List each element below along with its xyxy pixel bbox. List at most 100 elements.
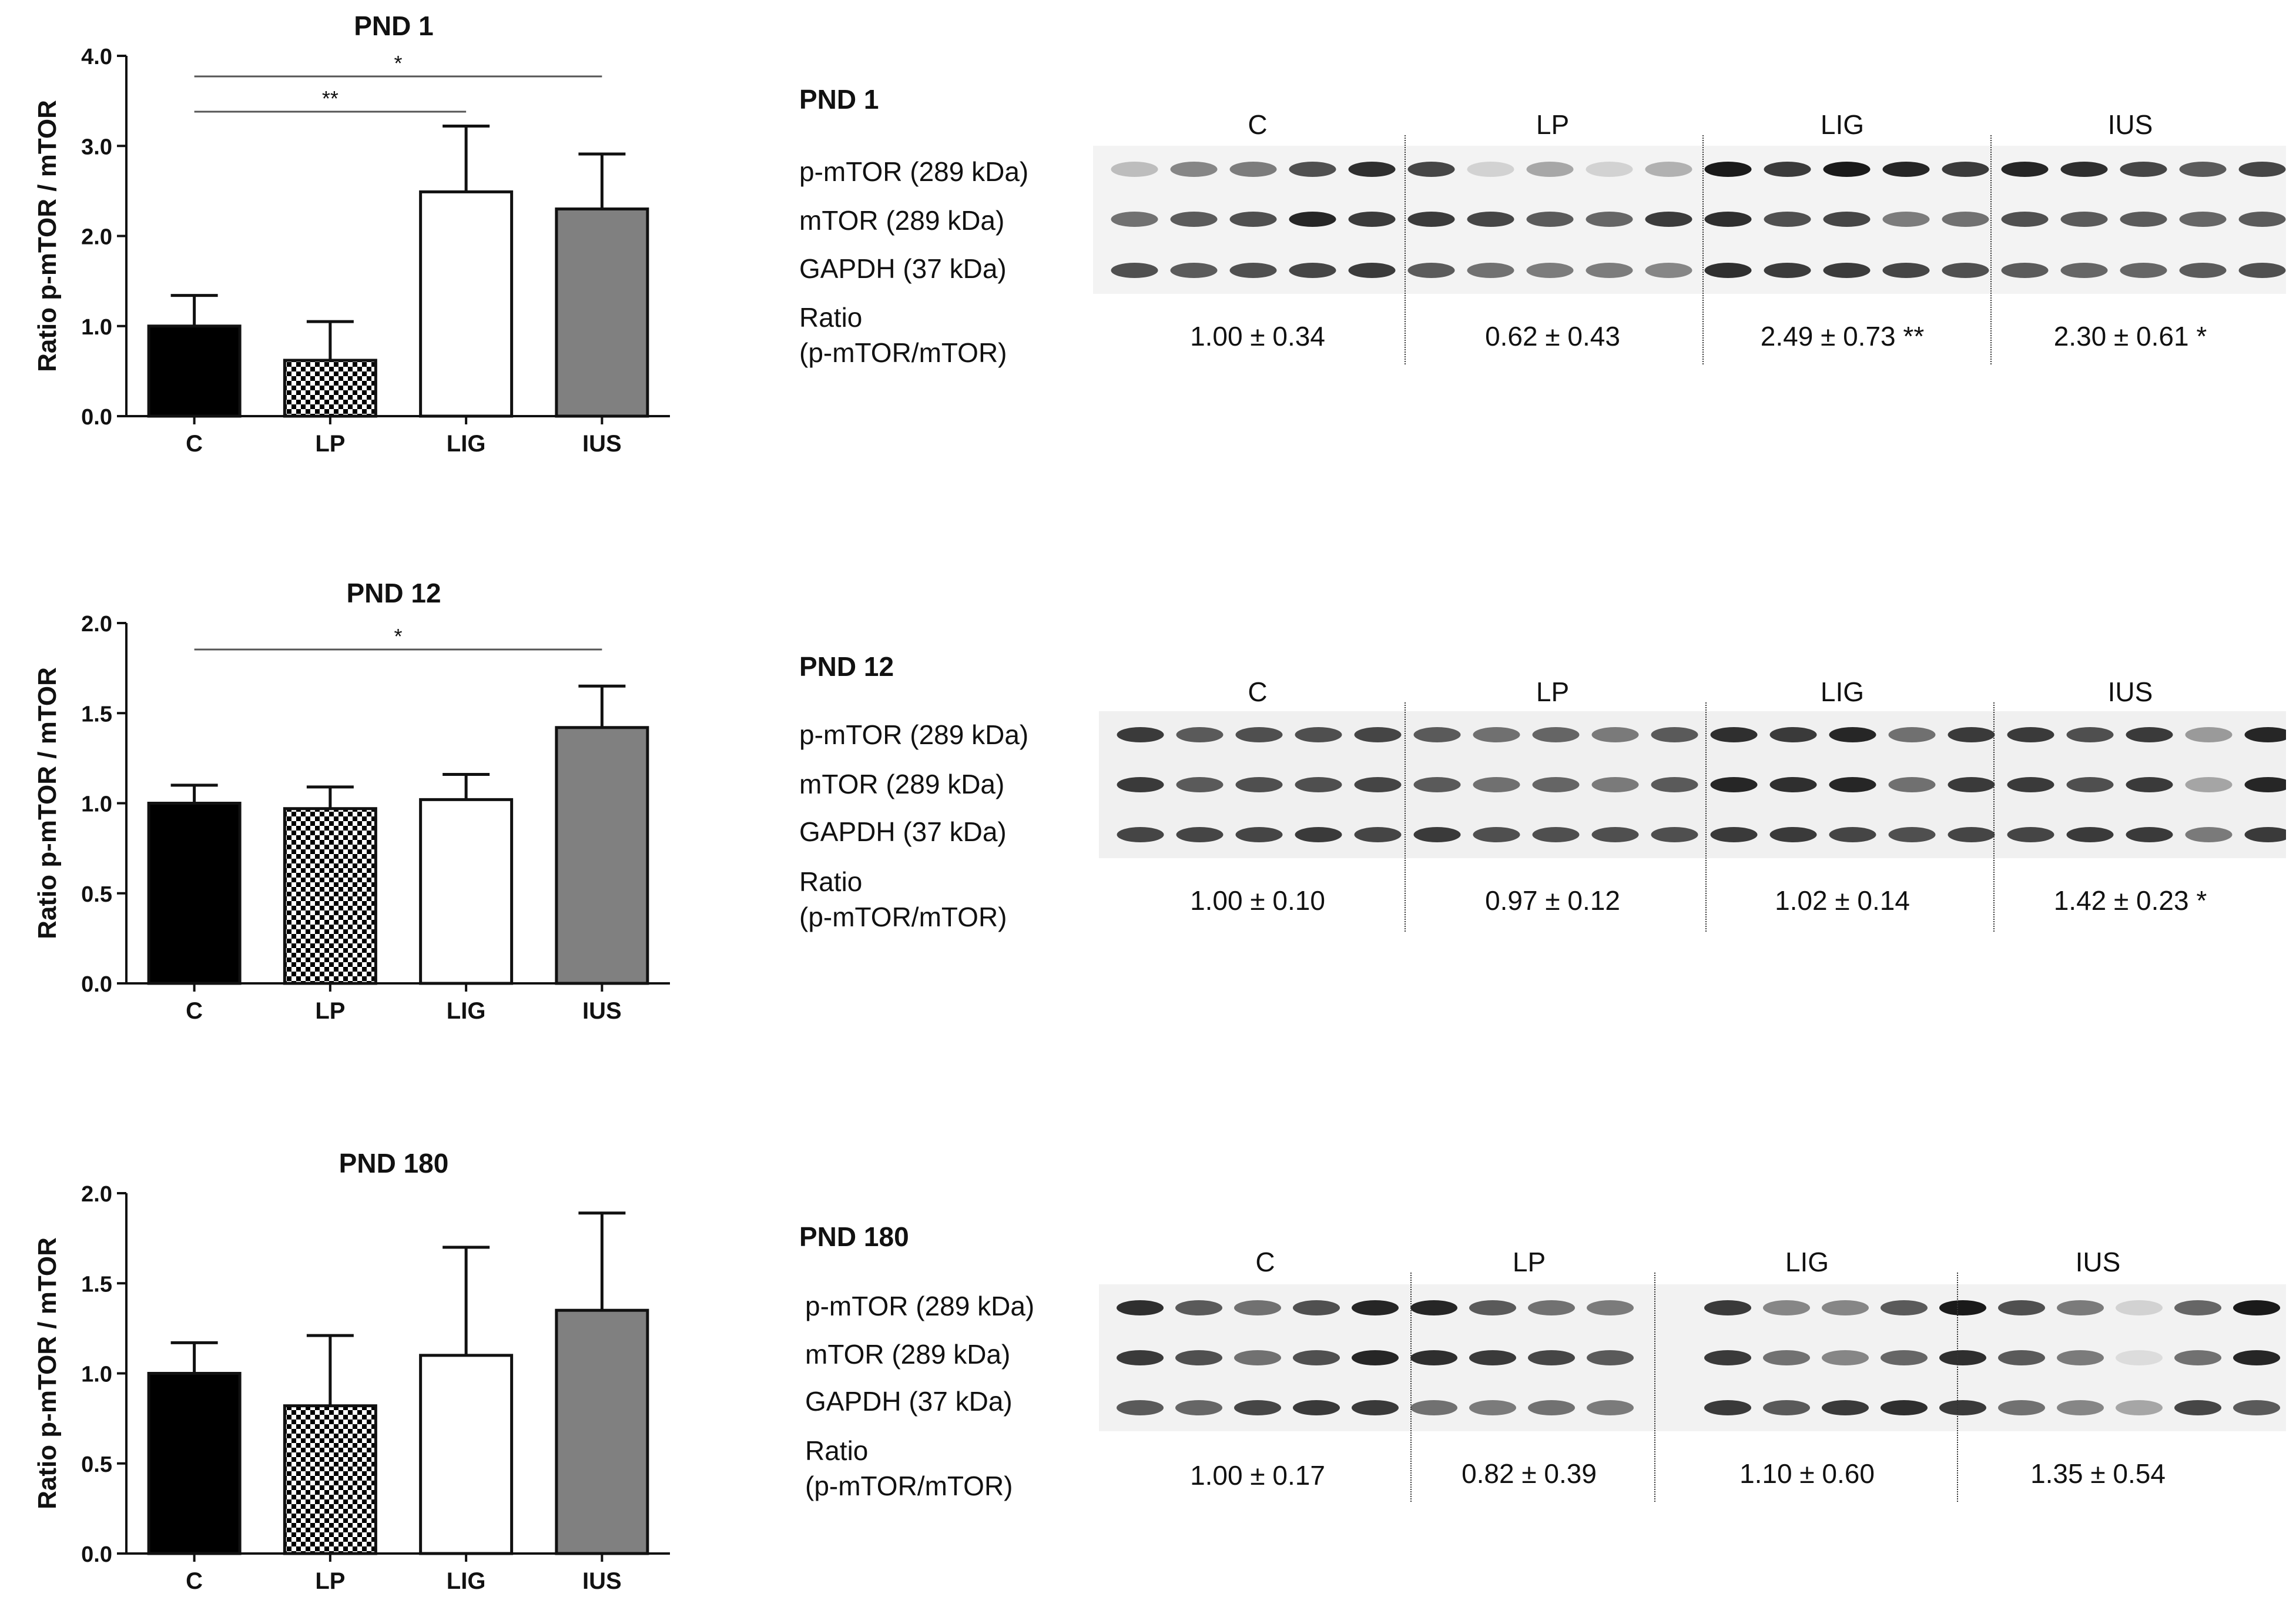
- blot-row-label: p-mTOR (289 kDa): [805, 1291, 1035, 1321]
- blot-band: [1352, 1350, 1399, 1365]
- blot-band: [2066, 777, 2114, 792]
- blot-band: [2244, 777, 2286, 792]
- blot-group-label: C: [1248, 109, 1268, 140]
- blot-band: [1295, 827, 1342, 842]
- blot-ratio-value: 2.30 ± 0.61 *: [2053, 321, 2207, 351]
- blot-band: [1587, 1400, 1634, 1415]
- blot-band: [1234, 1400, 1281, 1415]
- blot-band: [2179, 263, 2227, 278]
- bar-c: [147, 802, 242, 985]
- x-tick-label: LP: [315, 431, 345, 457]
- blot-band: [1229, 263, 1277, 278]
- y-tick-label: 2.0: [81, 1182, 112, 1207]
- blot-group-label: IUS: [2075, 1247, 2121, 1277]
- y-tick-label: 4.0: [81, 45, 112, 69]
- blot-band: [2233, 1300, 2280, 1315]
- blot-band: [2238, 162, 2286, 177]
- blot-band: [1823, 212, 1871, 227]
- bar-lp: [283, 807, 377, 985]
- y-tick-label: 2.0: [81, 225, 112, 250]
- group-divider: [1702, 135, 1704, 364]
- y-tick-label: 0.0: [81, 1542, 112, 1567]
- blot-band: [2179, 212, 2227, 227]
- blot-band: [2066, 827, 2114, 842]
- blot-band: [1829, 727, 1876, 742]
- blot-band: [2126, 777, 2173, 792]
- blot-band: [1117, 1300, 1164, 1315]
- blot-band: [1881, 1300, 1928, 1315]
- blot-band: [2057, 1400, 2104, 1415]
- blot-band: [1469, 1400, 1516, 1415]
- ratio-label-line: (p-mTOR/mTOR): [799, 337, 1007, 368]
- blot-ratio-value: 1.02 ± 0.14: [1775, 885, 1910, 916]
- blot-band: [1881, 1350, 1928, 1365]
- ratio-label-line: (p-mTOR/mTOR): [805, 1471, 1013, 1501]
- western-blot-pnd12: PND 12 C LP LIG IUS p-mTOR (289 kDa) mTO…: [782, 644, 2286, 973]
- blot-ratio-value: 1.00 ± 0.17: [1190, 1460, 1325, 1491]
- blot-band: [1710, 777, 1758, 792]
- blot-row-label: mTOR (289 kDa): [799, 769, 1005, 799]
- blot-ratio-value: 1.00 ± 0.10: [1190, 885, 1325, 916]
- blot-group-label: C: [1255, 1247, 1275, 1277]
- bar-lp: [283, 359, 377, 418]
- blot-band: [1176, 827, 1224, 842]
- blot-band: [2057, 1350, 2104, 1365]
- blot-band: [1469, 1350, 1516, 1365]
- group-divider: [1993, 702, 1995, 932]
- y-tick-label: 3.0: [81, 135, 112, 159]
- blot-band: [1645, 263, 1692, 278]
- blot-band: [1948, 777, 1995, 792]
- bar-chart-pnd180: PND 180 Ratio p-mTOR / mTOR 0.0 0.5 1.0 1.5 2.…: [0, 1137, 705, 1594]
- y-axis-label: Ratio p-mTOR / mTOR: [33, 667, 62, 939]
- blot-band: [1117, 1400, 1164, 1415]
- blot-band: [1763, 1400, 1810, 1415]
- blot-band: [1348, 263, 1396, 278]
- blot-band: [1413, 727, 1461, 742]
- bar-ius: [555, 1308, 649, 1555]
- blot-band: [2007, 777, 2054, 792]
- blot-band: [1586, 212, 1633, 227]
- blot-row-label: p-mTOR (289 kDa): [799, 719, 1029, 750]
- blot-band: [2060, 162, 2108, 177]
- bar-chart-svg: PND 180 Ratio p-mTOR / mTOR 0.0 0.5 1.0 1.5 2.…: [33, 1148, 670, 1594]
- blot-ratio-value: 1.35 ± 0.54: [2030, 1458, 2166, 1489]
- blot-band: [1407, 263, 1455, 278]
- blot-band: [1591, 727, 1639, 742]
- blot-band: [1293, 1350, 1340, 1365]
- blot-band: [1354, 827, 1402, 842]
- blot-row-label: mTOR (289 kDa): [805, 1339, 1011, 1370]
- blot-band: [1704, 1350, 1751, 1365]
- blot-group-label: LIG: [1820, 677, 1865, 707]
- y-axis-label: Ratio p-mTOR / mTOR: [33, 100, 62, 372]
- blot-ratio-value: 1.00 ± 0.34: [1190, 321, 1325, 351]
- group-divider: [1957, 1273, 1958, 1502]
- blot-band: [1528, 1400, 1575, 1415]
- y-tick-label: 2.0: [81, 612, 112, 637]
- x-tick-label: LIG: [447, 431, 486, 457]
- blot-band: [1763, 1350, 1810, 1365]
- blot-band: [1764, 162, 1811, 177]
- blot-ratio-value: 0.82 ± 0.39: [1462, 1458, 1597, 1489]
- blot-band: [1942, 162, 1989, 177]
- blot-band: [1882, 212, 1930, 227]
- blot-band: [2120, 162, 2167, 177]
- blot-band: [1235, 827, 1283, 842]
- blot-band: [2066, 727, 2114, 742]
- group-divider: [1405, 702, 1406, 932]
- y-tick-label: 1.0: [81, 1362, 112, 1387]
- blot-band: [1175, 1400, 1222, 1415]
- blot-group-label: LIG: [1785, 1247, 1829, 1277]
- blot-band: [1882, 162, 1930, 177]
- blot-band: [1651, 777, 1698, 792]
- bar-lp: [283, 1404, 377, 1555]
- blot-band: [1111, 212, 1158, 227]
- blot-band: [1822, 1350, 1869, 1365]
- blot-band: [1407, 212, 1455, 227]
- blot-band: [1948, 727, 1995, 742]
- y-tick-label: 0.0: [81, 972, 112, 997]
- blot-band: [1289, 263, 1336, 278]
- blot-band: [2060, 263, 2108, 278]
- blot-group-label: IUS: [2107, 677, 2153, 707]
- blot-band: [1882, 263, 1930, 278]
- blot-band: [1822, 1300, 1869, 1315]
